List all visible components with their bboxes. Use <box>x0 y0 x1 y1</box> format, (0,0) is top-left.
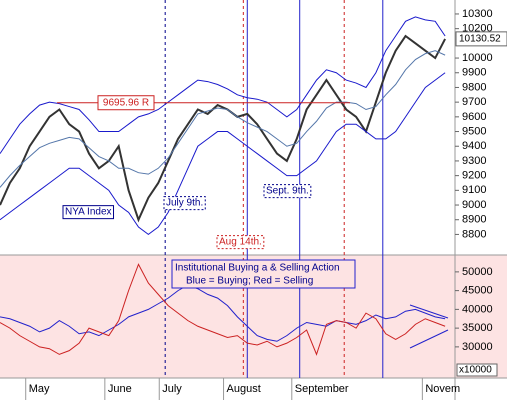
y-tick-label: 10000 <box>462 52 493 64</box>
y-tick-label: 45000 <box>462 285 493 297</box>
legend-text: Blue = Buying; Red = Selling <box>186 276 313 287</box>
resistance-label: 9695.96 R <box>103 97 149 108</box>
multiplier-box <box>456 363 498 377</box>
y-tick-label: 9500 <box>462 125 486 137</box>
y-tick-label: 9000 <box>462 199 486 211</box>
series-line <box>0 16 446 154</box>
last-price-box <box>455 31 507 47</box>
y-tick-label: 50000 <box>462 266 493 278</box>
annotation-box <box>62 205 115 220</box>
resistance-label-box <box>97 95 155 111</box>
annotation-box <box>216 235 265 250</box>
annotation: Aug 14th. <box>219 237 262 248</box>
trend-line <box>409 304 449 319</box>
series-line <box>0 34 446 223</box>
series-line <box>0 284 446 342</box>
y-tick-label: 8800 <box>462 228 486 240</box>
y-tick-label: 9900 <box>462 67 486 79</box>
y-tick-label: 9700 <box>462 96 486 108</box>
trend-line <box>409 329 449 349</box>
y-tick-label: 9200 <box>462 170 486 182</box>
x-tick-label: August <box>227 383 261 395</box>
annotation: July 9th. <box>166 198 203 209</box>
y-tick-label: 35000 <box>462 322 493 334</box>
series-line <box>0 72 446 236</box>
annotation: Sept. 9th. <box>266 186 309 197</box>
x-tick-label: Novem <box>425 383 460 395</box>
legend-text: Institutional Buying a & Selling Action <box>175 263 340 274</box>
x-tick-label: June <box>108 383 132 395</box>
y-tick-label: 30000 <box>462 341 493 353</box>
y-tick-label: 9800 <box>462 81 486 93</box>
annotation: NYA Index <box>65 207 112 218</box>
series-line <box>0 50 446 188</box>
annotation-box <box>163 196 206 211</box>
y-tick-label: 9400 <box>462 140 486 152</box>
series-line <box>0 263 446 356</box>
y-tick-label: 9600 <box>462 111 486 123</box>
y-tick-label: 10300 <box>462 8 493 20</box>
x-tick-label: July <box>162 383 182 395</box>
y-tick-label: 8900 <box>462 214 486 226</box>
legend-box <box>171 259 356 289</box>
last-price-label: 10130.52 <box>459 34 501 45</box>
multiplier-label: x10000 <box>459 365 492 376</box>
x-tick-label: September <box>295 383 349 395</box>
y-tick-label: 9300 <box>462 155 486 167</box>
y-tick-label: 40000 <box>462 303 493 315</box>
annotation-box <box>263 184 312 199</box>
x-axis-band <box>0 378 507 400</box>
y-tick-label: 9100 <box>462 184 486 196</box>
x-tick-label: May <box>29 383 50 395</box>
